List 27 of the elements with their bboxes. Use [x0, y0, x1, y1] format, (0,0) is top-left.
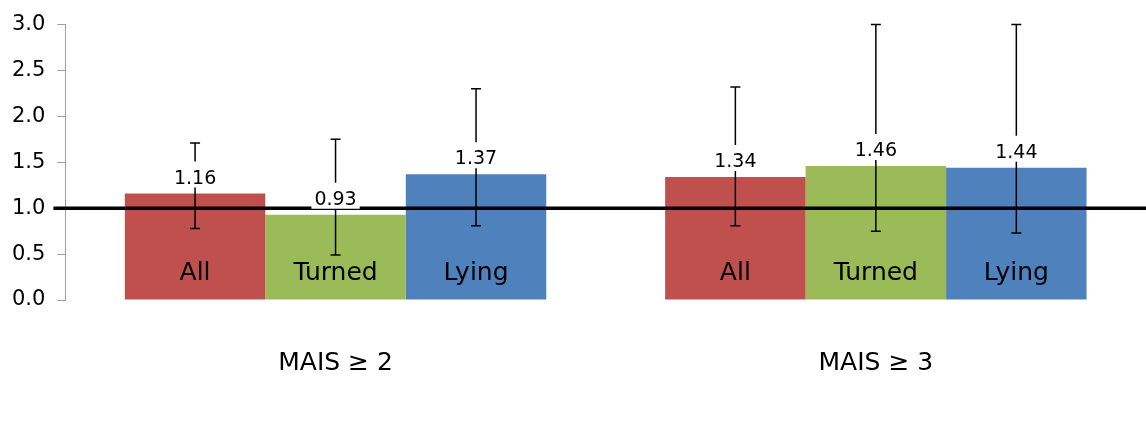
- y-tick-label: 2.5: [11, 56, 46, 81]
- bar: [265, 214, 406, 300]
- text: Turned: [833, 257, 918, 286]
- y-tick-label: 3.0: [11, 11, 46, 36]
- bar: [805, 165, 947, 300]
- bar: [946, 167, 1087, 300]
- text: Lying: [983, 257, 1049, 286]
- bar: [665, 176, 806, 300]
- y-tick-label: 0.0: [11, 286, 46, 311]
- text: All: [719, 257, 751, 286]
- data-label: 1.46: [854, 137, 898, 160]
- y-tick-label: 1.5: [11, 148, 46, 173]
- data-label: 1.16: [173, 165, 217, 188]
- data-label: 1.37: [454, 146, 498, 169]
- series-label: All: [179, 257, 211, 286]
- y-tick-label: 2.0: [11, 102, 46, 127]
- bar: [405, 174, 547, 300]
- data-label: 1.44: [995, 139, 1038, 162]
- x-tick-label: MAIS ≥ 2: [278, 346, 393, 376]
- y-tick-label: 1.0: [11, 194, 46, 219]
- series-label: Turned: [292, 257, 378, 286]
- x-tick-label: MAIS ≥ 3: [818, 346, 934, 376]
- data-label: 0.93: [314, 186, 357, 209]
- series-label: Lying: [443, 257, 509, 286]
- bar: [124, 193, 266, 300]
- y-tick-label: 0.5: [11, 240, 46, 265]
- data-label: 1.34: [714, 148, 757, 171]
